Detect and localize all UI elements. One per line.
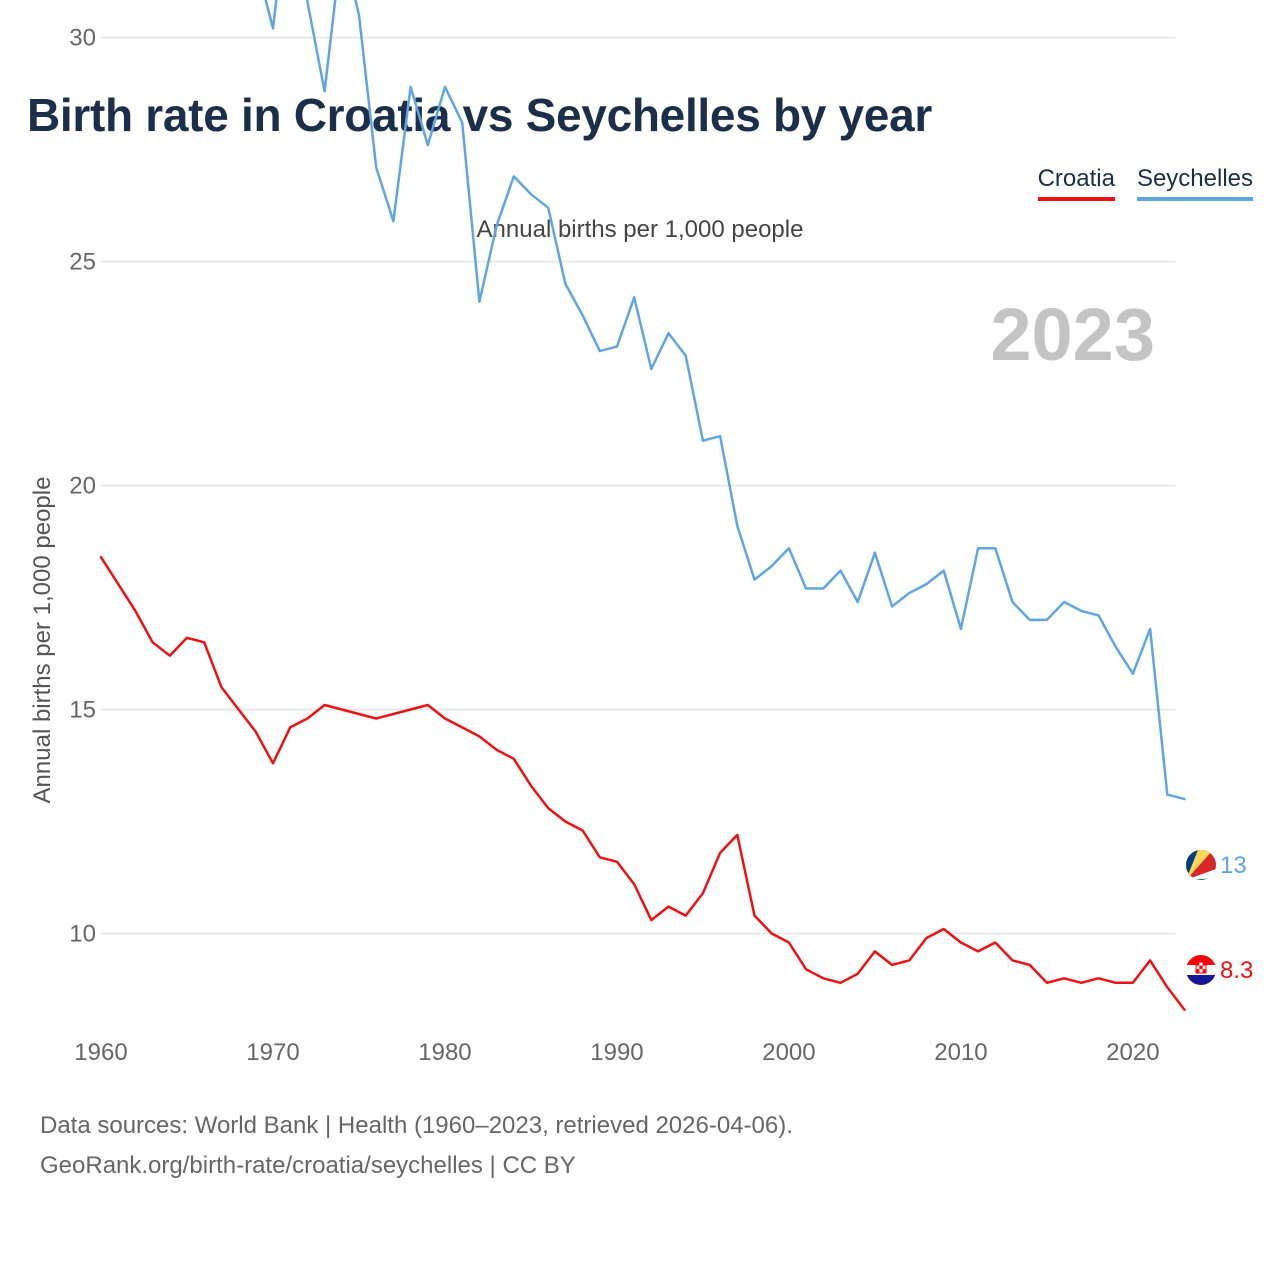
seychelles-end-label: 13 xyxy=(1220,852,1247,879)
series-line-croatia[interactable] xyxy=(99,555,1186,1011)
y-tick-label-20: 20 xyxy=(69,473,96,500)
x-tick-label-2020: 2020 xyxy=(1106,1039,1159,1066)
y-tick-label-25: 25 xyxy=(69,249,96,276)
series-lines xyxy=(99,0,1186,1011)
y-axis-label: Annual births per 1,000 people xyxy=(29,477,56,804)
year-watermark: 2023 xyxy=(990,293,1155,376)
croatia-flag-icon xyxy=(1186,955,1216,985)
footer: Data sources: World Bank | Health (1960–… xyxy=(40,1106,793,1186)
croatia-end-label: 8.3 xyxy=(1220,957,1253,984)
grid-lines xyxy=(101,36,1175,935)
seychelles-flag-icon xyxy=(1186,850,1216,880)
series-line-seychelles[interactable] xyxy=(101,0,1186,801)
x-tick-label-1960: 1960 xyxy=(74,1039,127,1066)
chart-title: Birth rate in Croatia vs Seychelles by y… xyxy=(27,89,932,141)
legend: Croatia Seychelles xyxy=(1037,165,1253,201)
x-axis-ticks: 1960 1970 1980 1990 2000 2010 2020 xyxy=(74,1039,1159,1066)
x-tick-label-1980: 1980 xyxy=(418,1039,471,1066)
x-tick-label-2000: 2000 xyxy=(762,1039,815,1066)
legend-item-croatia[interactable]: Croatia xyxy=(1037,165,1115,201)
y-tick-label-30: 30 xyxy=(69,25,96,52)
legend-item-seychelles[interactable]: Seychelles xyxy=(1136,165,1253,201)
line-chart: 101520253035 196019701980199020002010202… xyxy=(29,0,1253,1066)
y-tick-label-15: 15 xyxy=(69,697,96,724)
y-tick-label-10: 10 xyxy=(69,921,96,948)
chart-subtitle: Annual births per 1,000 people xyxy=(476,216,804,243)
x-tick-label-1970: 1970 xyxy=(246,1039,299,1066)
source-url: GeoRank.org/birth-rate/croatia/seychelle… xyxy=(40,1152,576,1179)
y-axis-ticks: 101520253035 xyxy=(69,25,96,948)
data-source-note: Data sources: World Bank | Health (1960–… xyxy=(40,1112,793,1139)
x-tick-label-1990: 1990 xyxy=(590,1039,643,1066)
x-tick-label-2010: 2010 xyxy=(934,1039,987,1066)
